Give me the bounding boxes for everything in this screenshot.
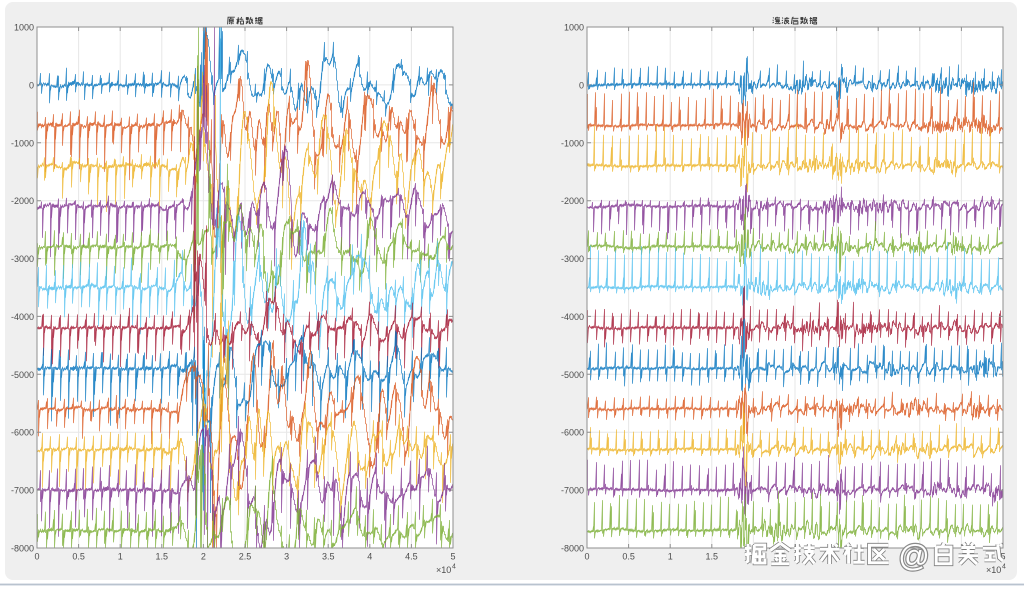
svg-text:-2000: -2000 (561, 196, 584, 206)
svg-text:0.5: 0.5 (622, 552, 635, 562)
svg-text:0: 0 (584, 552, 589, 562)
svg-text:-5000: -5000 (11, 370, 34, 380)
svg-text:3.5: 3.5 (322, 552, 335, 562)
svg-text:-1000: -1000 (11, 138, 34, 148)
svg-text:-4000: -4000 (561, 312, 584, 322)
svg-text:-7000: -7000 (11, 486, 34, 496)
svg-text:5: 5 (450, 552, 455, 562)
svg-text:-6000: -6000 (11, 428, 34, 438)
svg-text:-5000: -5000 (561, 370, 584, 380)
svg-text:4: 4 (367, 552, 372, 562)
svg-text:0: 0 (34, 552, 39, 562)
svg-text:2: 2 (201, 552, 206, 562)
svg-text:-3000: -3000 (561, 254, 584, 264)
svg-text:0.5: 0.5 (72, 552, 85, 562)
svg-text:2.5: 2.5 (239, 552, 252, 562)
svg-text:-8000: -8000 (11, 544, 34, 554)
svg-text:×10: ×10 (436, 565, 451, 575)
svg-text:-6000: -6000 (561, 428, 584, 438)
svg-text:×10: ×10 (986, 565, 1001, 575)
svg-text:-4000: -4000 (11, 312, 34, 322)
svg-text:4: 4 (1002, 564, 1006, 571)
svg-text:1.5: 1.5 (706, 552, 719, 562)
svg-text:-7000: -7000 (561, 486, 584, 496)
svg-text:1000: 1000 (14, 23, 34, 33)
svg-text:-8000: -8000 (561, 544, 584, 554)
svg-text:-1000: -1000 (561, 138, 584, 148)
svg-text:1000: 1000 (564, 23, 584, 33)
svg-text:1.5: 1.5 (156, 552, 169, 562)
svg-text:5: 5 (1000, 552, 1005, 562)
svg-text:4.5: 4.5 (405, 552, 418, 562)
svg-text:0: 0 (579, 80, 584, 90)
svg-text:3: 3 (284, 552, 289, 562)
svg-text:@: @ (898, 538, 929, 573)
svg-text:-2000: -2000 (11, 196, 34, 206)
svg-text:-3000: -3000 (11, 254, 34, 264)
svg-text:1: 1 (118, 552, 123, 562)
svg-text:4: 4 (452, 564, 456, 571)
svg-text:0: 0 (29, 80, 34, 90)
svg-text:1: 1 (668, 552, 673, 562)
